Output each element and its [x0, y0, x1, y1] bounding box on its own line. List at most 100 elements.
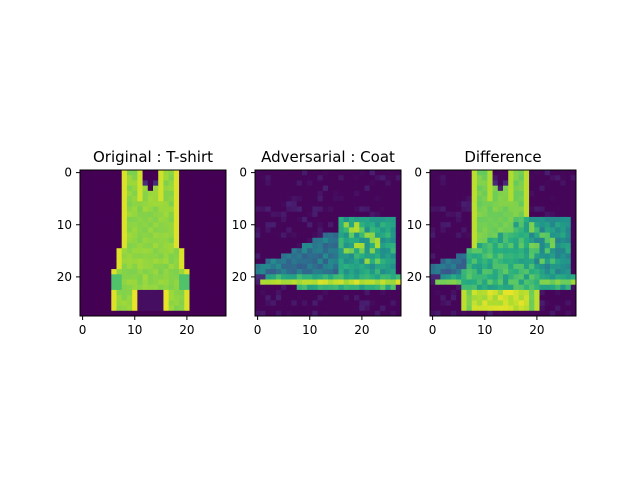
heatmap-cell: [333, 279, 339, 286]
heatmap-cell: [184, 232, 190, 239]
heatmap-cell: [80, 300, 86, 306]
heatmap-cell: [173, 185, 180, 192]
heatmap-cell: [210, 227, 216, 233]
heatmap-cell: [296, 243, 303, 249]
heatmap-cell: [385, 222, 391, 228]
heatmap-cell: [301, 185, 308, 192]
x-tick-label: 10: [127, 323, 142, 337]
heatmap-cell: [333, 274, 339, 280]
heatmap-cell: [137, 190, 143, 197]
heatmap-cell: [142, 248, 149, 254]
heatmap-cell: [466, 196, 473, 202]
heatmap-cell: [270, 237, 277, 244]
heatmap-cell: [565, 258, 572, 265]
heatmap-cell: [523, 211, 530, 218]
heatmap-cell: [184, 170, 190, 176]
heatmap-cell: [555, 258, 561, 265]
heatmap-cell: [565, 201, 572, 207]
heatmap-cell: [215, 190, 222, 197]
heatmap-cell: [338, 279, 345, 286]
heatmap-cell: [539, 211, 546, 218]
heatmap-cell: [348, 248, 355, 254]
heatmap-cell: [210, 222, 216, 228]
heatmap-cell: [492, 180, 499, 187]
heatmap-cell: [328, 216, 334, 223]
heatmap-cell: [466, 232, 473, 239]
heatmap-cell: [199, 170, 206, 176]
heatmap-cell: [503, 170, 509, 176]
heatmap-cell: [147, 237, 154, 244]
y-tick-label: 20: [232, 270, 247, 284]
heatmap-cell: [106, 216, 112, 223]
heatmap-cell: [158, 175, 164, 181]
heatmap-cell: [466, 310, 473, 317]
heatmap-cell: [435, 211, 441, 218]
heatmap-cell: [270, 279, 277, 286]
heatmap-cell: [116, 300, 123, 306]
heatmap-cell: [194, 201, 201, 207]
heatmap-cell: [205, 269, 211, 275]
heatmap-cell: [466, 206, 473, 213]
heatmap-cell: [281, 248, 287, 254]
heatmap-cell: [466, 201, 473, 207]
heatmap-cell: [296, 206, 303, 213]
heatmap-cell: [364, 216, 371, 223]
heatmap-cell: [80, 295, 86, 301]
heatmap-cell: [205, 237, 211, 244]
heatmap-cell: [539, 248, 546, 254]
heatmap-cell: [445, 253, 452, 260]
heatmap-cell: [497, 284, 504, 291]
heatmap-cell: [90, 185, 97, 192]
heatmap-cell: [317, 305, 324, 312]
heatmap-cell: [435, 269, 441, 275]
heatmap-cell: [565, 253, 572, 260]
heatmap-cell: [142, 279, 149, 286]
heatmap-cell: [369, 269, 376, 275]
heatmap-cell: [260, 263, 266, 270]
heatmap-cell: [539, 206, 546, 213]
heatmap-cell: [364, 248, 371, 254]
heatmap-cell: [523, 284, 530, 291]
heatmap-cell: [215, 243, 222, 249]
heatmap-cell: [492, 279, 499, 286]
heatmap-cell: [503, 253, 509, 260]
heatmap-cell: [343, 269, 350, 275]
heatmap-cell: [189, 243, 196, 249]
heatmap-cell: [95, 289, 102, 296]
heatmap-cell: [255, 258, 261, 265]
heatmap-cell: [369, 310, 376, 317]
heatmap-cell: [369, 227, 376, 233]
heatmap-cell: [390, 170, 397, 176]
heatmap-cell: [570, 175, 577, 181]
panel-title: Difference: [464, 148, 541, 166]
heatmap-cell: [435, 175, 441, 181]
heatmap-cell: [153, 170, 159, 176]
heatmap-cell: [492, 237, 499, 244]
heatmap-cell: [281, 284, 287, 291]
heatmap-cell: [364, 175, 371, 181]
heatmap-cell: [430, 190, 436, 197]
heatmap-cell: [343, 232, 350, 239]
heatmap-cell: [307, 170, 313, 176]
heatmap-cell: [168, 211, 175, 218]
heatmap-cell: [380, 216, 386, 223]
heatmap-cell: [348, 175, 355, 181]
heatmap-cell: [132, 269, 138, 275]
heatmap-cell: [189, 175, 196, 181]
heatmap-cell: [570, 279, 577, 286]
heatmap-cell: [471, 227, 478, 233]
heatmap-cell: [296, 253, 303, 260]
heatmap-cell: [168, 274, 175, 280]
heatmap-cell: [471, 289, 478, 296]
heatmap-cell: [487, 263, 493, 270]
heatmap-cell: [220, 263, 227, 270]
heatmap-cell: [215, 284, 222, 291]
heatmap-cell: [461, 279, 467, 286]
heatmap-cell: [158, 289, 164, 296]
heatmap-cell: [291, 180, 298, 187]
heatmap-cell: [471, 175, 478, 181]
heatmap-cell: [482, 263, 488, 270]
heatmap-cell: [153, 248, 159, 254]
heatmap-cell: [380, 253, 386, 260]
heatmap-cell: [482, 180, 488, 187]
